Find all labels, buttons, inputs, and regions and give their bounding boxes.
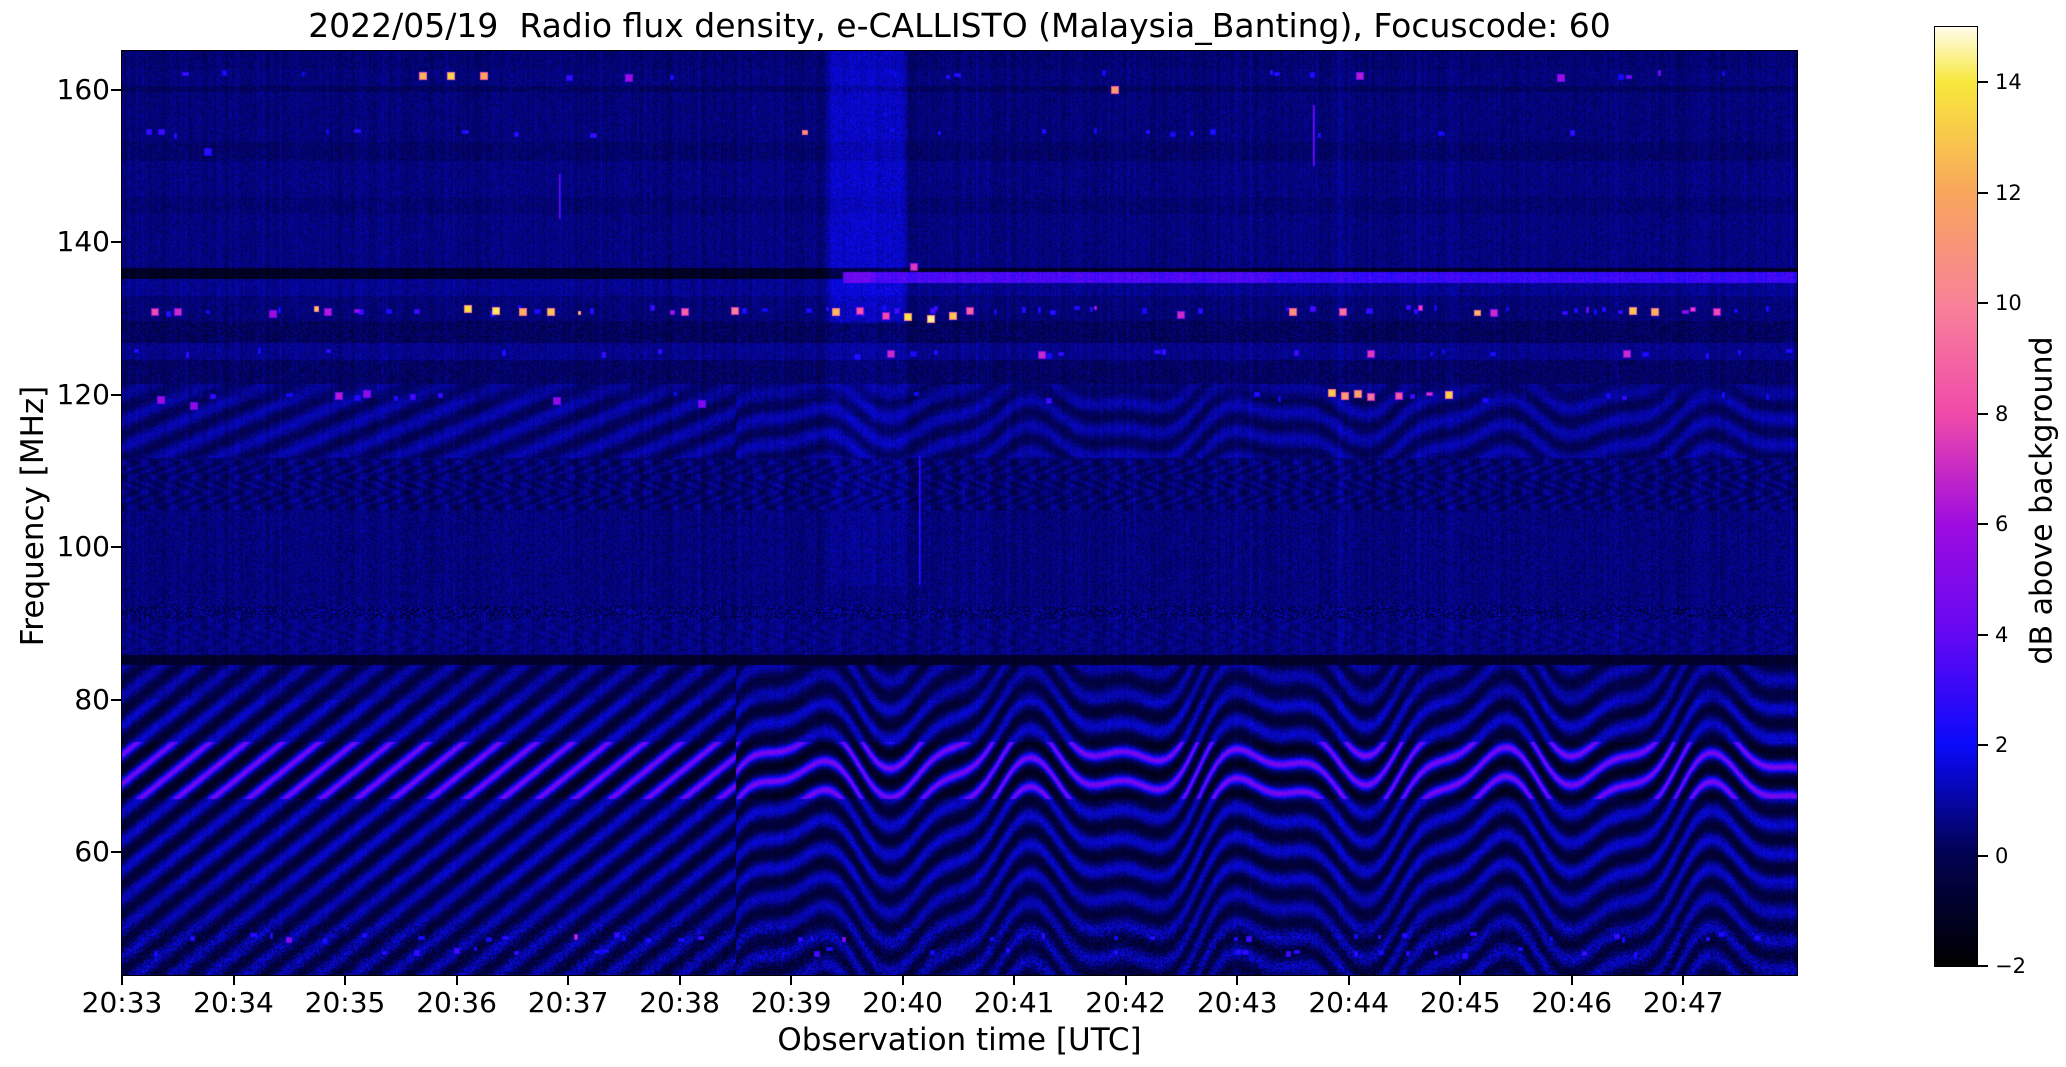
y-tick-label: 120 <box>56 377 110 411</box>
colorbar-tick-label: −2 <box>1995 954 2026 978</box>
y-axis-label: Frequency [MHz] <box>15 385 51 647</box>
x-tick-mark <box>455 975 458 985</box>
x-tick-label: 20:37 <box>527 986 609 1019</box>
x-tick-mark <box>121 975 123 985</box>
x-tick-mark <box>790 975 793 985</box>
x-tick-mark <box>232 975 235 985</box>
y-tick-label: 80 <box>74 682 110 716</box>
colorbar-tick-mark <box>1978 854 1988 857</box>
x-tick-label: 20:46 <box>1531 986 1613 1019</box>
y-tick-mark <box>111 546 121 549</box>
colorbar <box>1934 26 1978 967</box>
y-tick-mark <box>111 241 121 244</box>
colorbar-tick-mark <box>1978 744 1988 747</box>
y-tick-label: 100 <box>56 530 110 564</box>
colorbar-gradient <box>1935 27 1977 966</box>
colorbar-tick-mark <box>1978 633 1988 636</box>
colorbar-tick-label: 10 <box>1995 291 2022 316</box>
colorbar-tick-mark <box>1978 191 1988 194</box>
colorbar-tick-label: 2 <box>1995 733 2009 758</box>
colorbar-tick-mark <box>1978 965 1988 967</box>
x-tick-label: 20:43 <box>1196 986 1278 1019</box>
y-tick-label: 60 <box>74 835 110 869</box>
colorbar-tick-label: 0 <box>1995 843 2009 868</box>
x-tick-mark <box>1682 975 1685 985</box>
x-tick-label: 20:45 <box>1419 986 1501 1019</box>
x-tick-mark <box>344 975 347 985</box>
y-tick-label: 140 <box>56 225 110 259</box>
colorbar-tick-label: 12 <box>1995 180 2022 205</box>
x-tick-mark <box>678 975 681 985</box>
colorbar-tick-label: 6 <box>1995 512 2009 537</box>
x-tick-label: 20:41 <box>973 986 1055 1019</box>
y-tick-label: 160 <box>56 72 110 106</box>
x-tick-label: 20:40 <box>862 986 943 1019</box>
chart-title: 2022/05/19 Radio flux density, e-CALLIST… <box>308 6 1611 45</box>
x-tick-label: 20:38 <box>639 986 720 1019</box>
colorbar-tick-mark <box>1978 302 1988 305</box>
x-tick-label: 20:42 <box>1085 986 1166 1019</box>
x-tick-mark <box>1236 975 1239 985</box>
x-tick-label: 20:35 <box>304 986 386 1019</box>
colorbar-tick-label: 4 <box>1995 622 2009 647</box>
spectrogram-heatmap <box>122 51 1797 975</box>
x-tick-label: 20:33 <box>81 986 163 1019</box>
colorbar-label: dB above background <box>2024 336 2060 665</box>
colorbar-tick-mark <box>1978 412 1988 415</box>
x-tick-label: 20:44 <box>1308 986 1390 1019</box>
x-tick-mark <box>1124 975 1127 985</box>
x-tick-label: 20:47 <box>1642 986 1724 1019</box>
colorbar-tick-mark <box>1978 81 1988 84</box>
y-tick-mark <box>111 851 121 854</box>
y-tick-mark <box>111 393 121 396</box>
x-tick-mark <box>567 975 570 985</box>
colorbar-tick-mark <box>1978 523 1988 526</box>
y-tick-mark <box>111 698 121 701</box>
plot-area <box>121 50 1798 976</box>
x-tick-mark <box>1570 975 1573 985</box>
x-tick-mark <box>1347 975 1350 985</box>
y-tick-mark <box>111 88 121 91</box>
x-tick-label: 20:39 <box>750 986 832 1019</box>
x-tick-mark <box>1013 975 1016 985</box>
x-tick-label: 20:34 <box>193 986 274 1019</box>
x-tick-mark <box>901 975 904 985</box>
x-tick-label: 20:36 <box>416 986 497 1019</box>
colorbar-tick-label: 14 <box>1995 70 2022 95</box>
x-axis-label: Observation time [UTC] <box>777 1022 1142 1058</box>
colorbar-tick-label: 8 <box>1995 401 2009 426</box>
x-tick-mark <box>1459 975 1462 985</box>
